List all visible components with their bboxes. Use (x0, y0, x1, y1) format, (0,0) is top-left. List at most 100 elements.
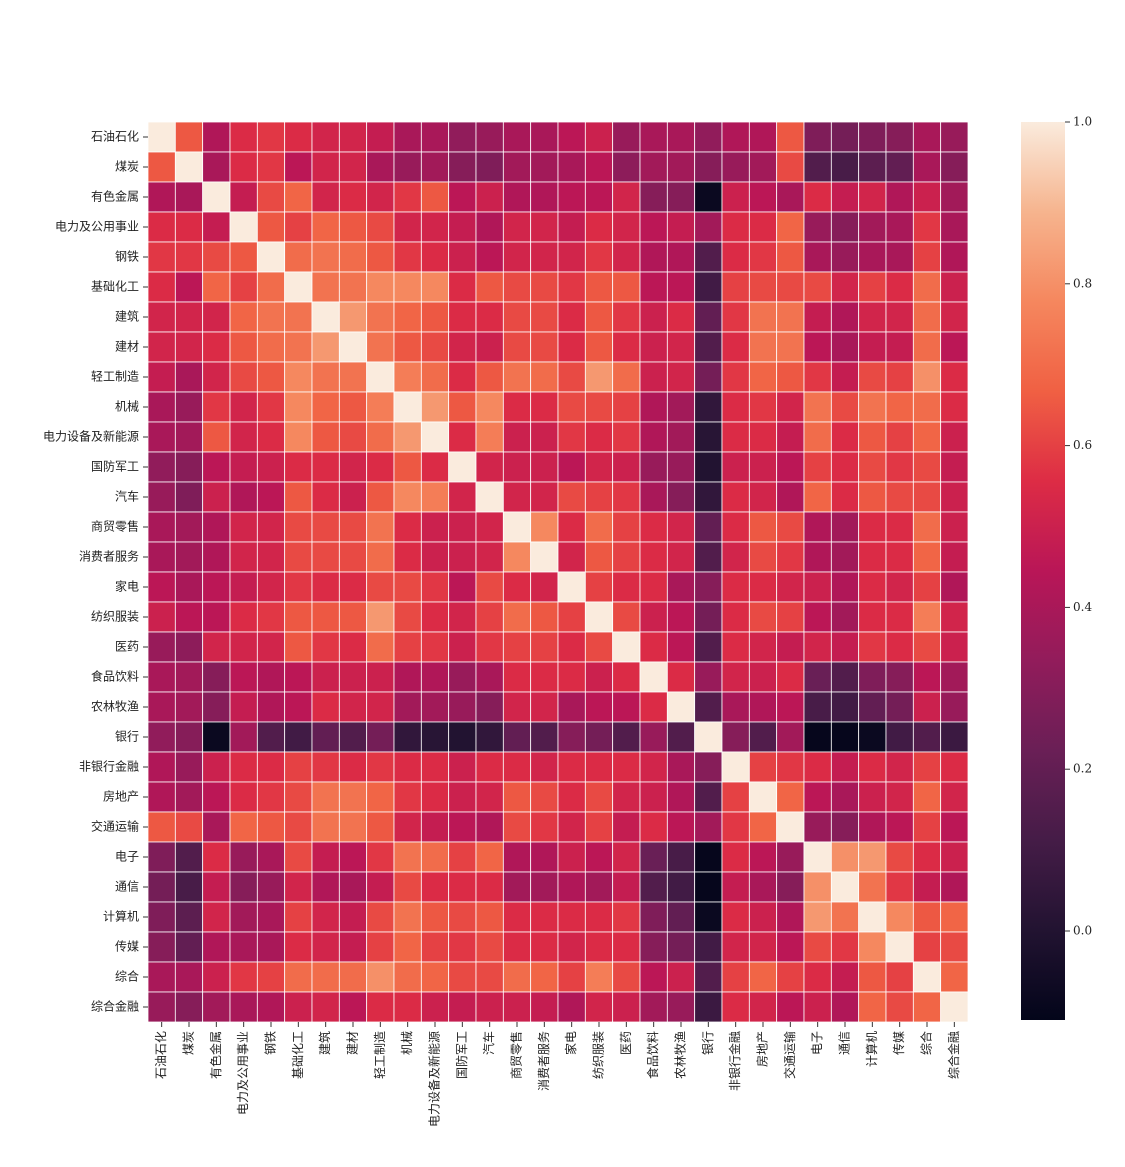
heatmap-cell (147, 781, 176, 813)
y-tick-label: 电子 (115, 850, 139, 864)
heatmap-cell (748, 331, 778, 363)
heatmap-cell (284, 361, 313, 393)
heatmap-cell (147, 301, 176, 333)
heatmap-cell (502, 481, 532, 513)
heatmap-cell (366, 391, 395, 423)
heatmap-cell (530, 151, 559, 183)
heatmap-cell (639, 811, 668, 843)
x-tick-label: 计算机 (864, 1031, 879, 1067)
heatmap-cell (912, 181, 942, 213)
heatmap-cell (284, 841, 313, 873)
heatmap-cell (366, 751, 395, 783)
heatmap-cell (612, 481, 641, 513)
x-tick-label: 建筑 (317, 1031, 332, 1055)
heatmap-cell (666, 991, 696, 1023)
heatmap-cell (366, 991, 395, 1023)
heatmap-cell (748, 451, 778, 483)
heatmap-cell (940, 601, 969, 633)
heatmap-cell (694, 241, 723, 273)
colorbar (1021, 122, 1065, 1020)
heatmap-cell (721, 601, 750, 633)
heatmap-cell (557, 781, 586, 813)
heatmap-cell (475, 781, 504, 813)
heatmap-cell (912, 451, 942, 483)
heatmap-cell (666, 571, 696, 603)
heatmap-cell (229, 721, 258, 753)
heatmap-cell (420, 631, 450, 663)
heatmap-cell (830, 631, 860, 663)
heatmap-cell (940, 361, 969, 393)
heatmap-cell (174, 721, 204, 753)
heatmap-cell (256, 751, 286, 783)
heatmap-cell (776, 481, 805, 513)
x-tick-label: 家电 (563, 1031, 578, 1055)
heatmap-cell (803, 721, 832, 753)
heatmap-cell (940, 571, 969, 603)
heatmap-cell (311, 451, 340, 483)
heatmap-cell (147, 991, 176, 1023)
heatmap-cell (557, 121, 586, 153)
heatmap-cell (584, 391, 614, 423)
heatmap-cell (202, 691, 231, 723)
heatmap-cell (147, 901, 176, 933)
heatmap-cell (311, 931, 340, 963)
heatmap-cell (748, 181, 778, 213)
heatmap-cell (229, 481, 258, 513)
heatmap-cell (858, 541, 887, 573)
heatmap-cell (475, 871, 504, 903)
heatmap-cell (830, 121, 860, 153)
heatmap-cell (475, 391, 504, 423)
heatmap-cell (803, 511, 832, 543)
heatmap-cell (748, 301, 778, 333)
heatmap-cell (612, 631, 641, 663)
heatmap-cell (885, 751, 914, 783)
heatmap-cell (666, 721, 696, 753)
heatmap-cell (338, 421, 368, 453)
heatmap-cell (912, 271, 942, 303)
heatmap-cell (530, 841, 559, 873)
heatmap-cell (776, 781, 805, 813)
heatmap-cell (420, 481, 450, 513)
heatmap-cell (885, 241, 914, 273)
heatmap-cell (448, 301, 477, 333)
heatmap-cell (748, 391, 778, 423)
heatmap-cell (584, 991, 614, 1023)
heatmap-cell (202, 301, 231, 333)
heatmap-cell (338, 301, 368, 333)
heatmap-cell (912, 331, 942, 363)
heatmap-cell (776, 751, 805, 783)
heatmap-cell (858, 871, 887, 903)
heatmap-cell (202, 961, 231, 993)
heatmap-cell (448, 961, 477, 993)
heatmap-cell (803, 871, 832, 903)
heatmap-cell (557, 631, 586, 663)
heatmap-cell (721, 481, 750, 513)
heatmap-cell (940, 871, 969, 903)
heatmap-cell (502, 631, 532, 663)
heatmap-cell (694, 481, 723, 513)
heatmap-cell (338, 601, 368, 633)
heatmap-cell (858, 931, 887, 963)
heatmap-cell (666, 511, 696, 543)
heatmap-cell (776, 571, 805, 603)
heatmap-cell (776, 391, 805, 423)
heatmap-cell (639, 991, 668, 1023)
heatmap-cell (776, 421, 805, 453)
y-tick-label: 电力及公用事业 (55, 220, 139, 234)
heatmap-cell (174, 931, 204, 963)
heatmap-cell (311, 301, 340, 333)
y-tick-label: 银行 (115, 730, 139, 744)
x-tick-label: 交通运输 (782, 1031, 797, 1079)
heatmap-cell (639, 331, 668, 363)
heatmap-cell (311, 661, 340, 693)
y-tick-label: 商贸零售 (91, 519, 139, 534)
heatmap-cell (393, 241, 422, 273)
heatmap-cell (393, 931, 422, 963)
heatmap-cell (612, 571, 641, 603)
heatmap-cell (803, 241, 832, 273)
y-tick-label: 交通运输 (91, 819, 139, 834)
heatmap-cell (612, 181, 641, 213)
heatmap-cell (666, 631, 696, 663)
heatmap-cell (502, 271, 532, 303)
